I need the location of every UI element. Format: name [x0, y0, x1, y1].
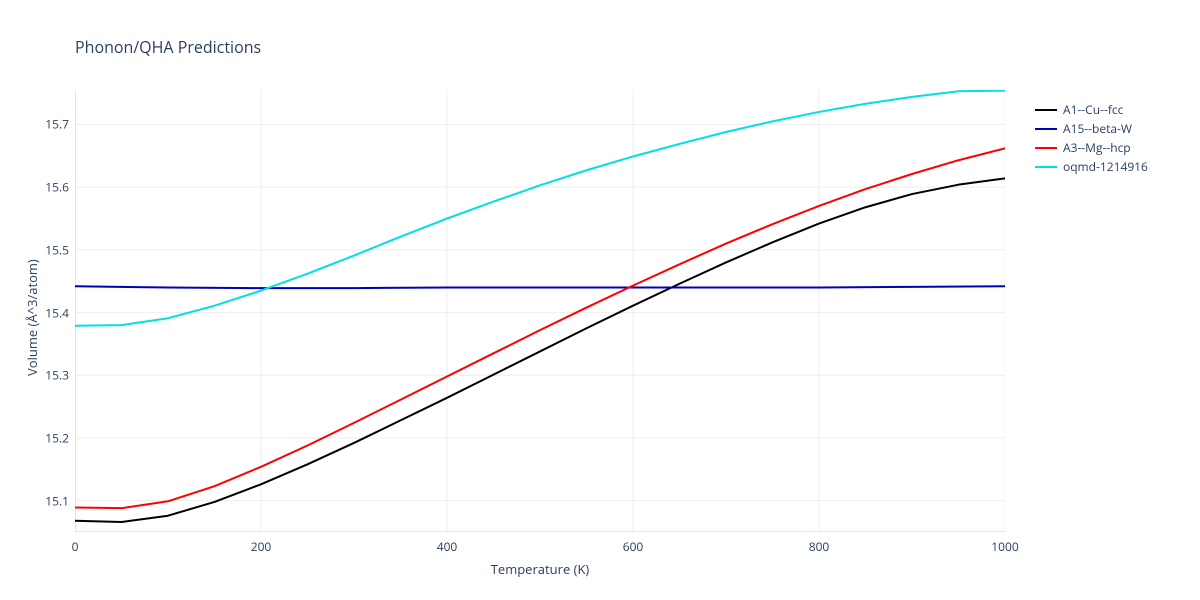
y-tick-label: 15.7	[35, 116, 69, 133]
x-tick-label: 1000	[991, 538, 1018, 555]
series-line[interactable]	[75, 178, 1005, 522]
legend-item[interactable]: oqmd-1214916	[1035, 157, 1148, 176]
x-tick-label: 600	[623, 538, 644, 555]
legend-label: A3--Mg--hcp	[1063, 139, 1131, 156]
legend: A1--Cu--fcc A15--beta-W A3--Mg--hcp oqmd-12…	[1035, 100, 1148, 176]
legend-swatch	[1035, 166, 1057, 168]
chart-title: Phonon/QHA Predictions	[75, 36, 261, 58]
y-tick-label: 15.6	[35, 179, 69, 196]
x-tick-label: 0	[72, 538, 79, 555]
y-axis-label: Volume (Å^3/atom)	[23, 259, 41, 376]
x-tick-label: 400	[437, 538, 458, 555]
x-tick-label: 800	[809, 538, 830, 555]
legend-label: oqmd-1214916	[1063, 158, 1148, 175]
chart-container: Phonon/QHA Predictions 0 200 400 600 800 1000…	[0, 0, 1200, 600]
legend-item[interactable]: A1--Cu--fcc	[1035, 100, 1148, 119]
legend-label: A1--Cu--fcc	[1063, 101, 1123, 118]
y-tick-label: 15.2	[35, 429, 69, 446]
x-tick-label: 200	[251, 538, 272, 555]
legend-label: A15--beta-W	[1063, 120, 1132, 137]
legend-swatch	[1035, 109, 1057, 111]
y-tick-label: 15.1	[35, 492, 69, 509]
series-line[interactable]	[75, 148, 1005, 508]
y-tick-label: 15.5	[35, 241, 69, 258]
legend-item[interactable]: A15--beta-W	[1035, 119, 1148, 138]
legend-item[interactable]: A3--Mg--hcp	[1035, 138, 1148, 157]
series-line[interactable]	[75, 286, 1005, 288]
legend-swatch	[1035, 147, 1057, 149]
legend-swatch	[1035, 128, 1057, 130]
x-axis-label: Temperature (K)	[480, 560, 600, 578]
plot-area[interactable]	[75, 90, 1005, 532]
